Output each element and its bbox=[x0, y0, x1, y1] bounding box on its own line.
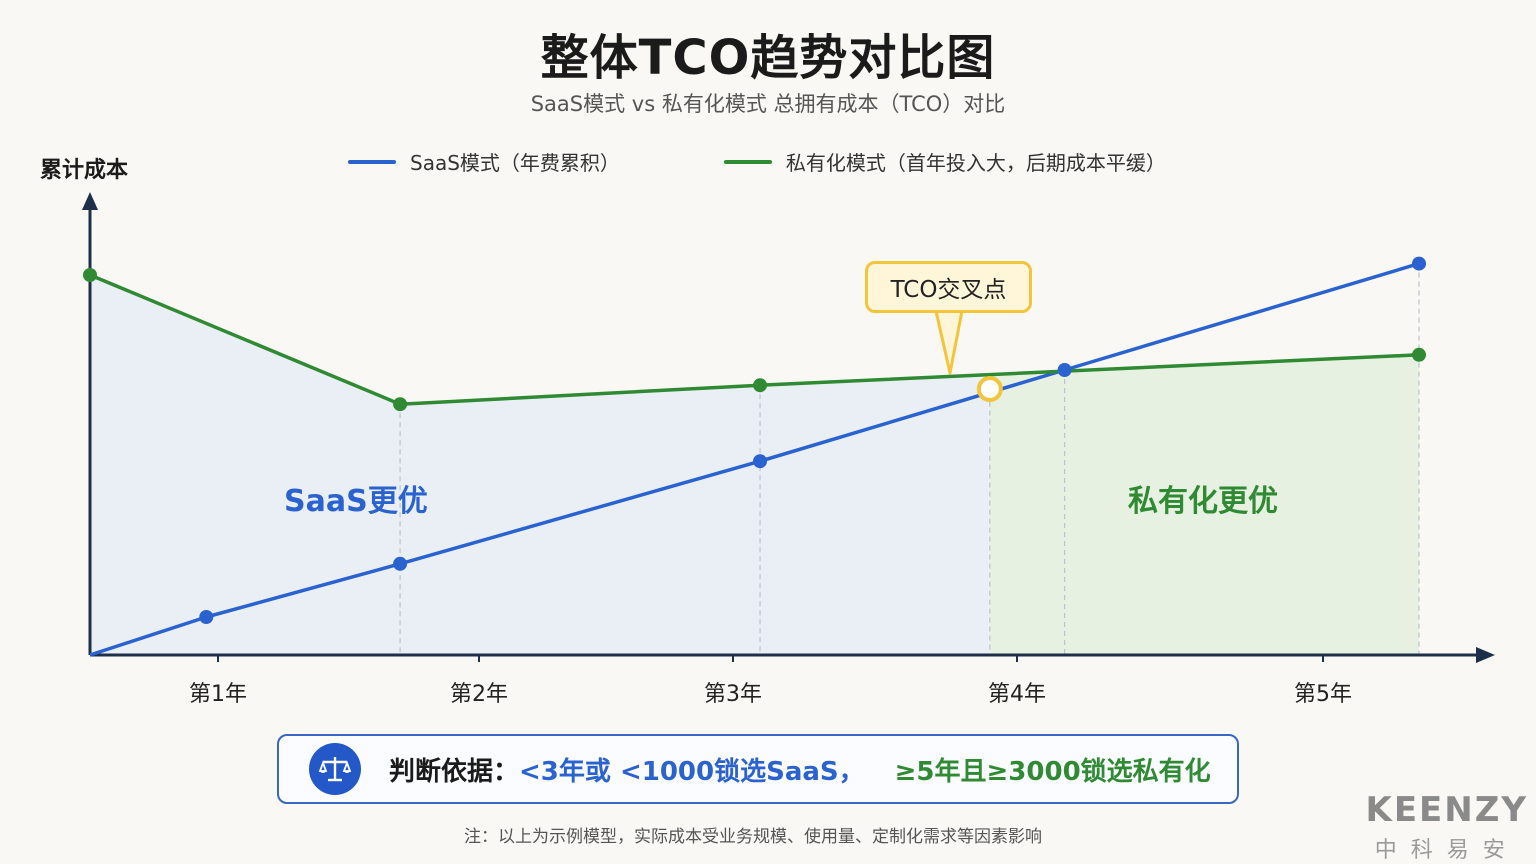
x-tick-label-2: 第2年 bbox=[450, 682, 508, 707]
x-axis-arrow bbox=[1476, 647, 1495, 663]
region-label-saas: SaaS更优 bbox=[284, 484, 428, 519]
rule-saas: <3年或 <1000锁选SaaS， bbox=[519, 756, 865, 787]
brand-cn: 中科易安 bbox=[1374, 838, 1519, 863]
chart-title: 整体TCO趋势对比图 bbox=[540, 30, 996, 86]
series-0-point-1 bbox=[199, 610, 214, 624]
callout-pointer bbox=[934, 309, 964, 375]
y-axis-arrow bbox=[82, 192, 98, 210]
series-1-point-2 bbox=[753, 378, 768, 393]
series-0-point-4 bbox=[1057, 363, 1072, 377]
series-lines bbox=[89, 261, 1420, 657]
fill-private-region bbox=[989, 354, 1419, 655]
series-0-point-2 bbox=[393, 556, 408, 571]
legend-swatch-private bbox=[723, 159, 772, 164]
series-1-point-0 bbox=[83, 268, 97, 282]
legend: SaaS模式（年费累积） 私有化模式（首年投入大，后期成本平缓） bbox=[348, 147, 1166, 176]
crossover-callout: TCO交叉点 bbox=[865, 261, 1032, 313]
legend-label-saas: SaaS模式（年费累积） bbox=[410, 151, 620, 175]
footnote: 注：以上为示例模型，实际成本受业务规模、使用量、定制化需求等因素影响 bbox=[464, 827, 1042, 847]
region-label-private: 私有化更优 bbox=[1128, 484, 1278, 519]
rule-private: ≥5年且≥3000锁选私有化 bbox=[894, 756, 1211, 787]
series-1-point-1 bbox=[393, 397, 408, 412]
legend-label-private: 私有化模式（首年投入大，后期成本平缓） bbox=[785, 151, 1166, 175]
brand-en: KEENZY bbox=[1365, 790, 1528, 830]
series-0-point-3 bbox=[753, 454, 768, 469]
scale-balance-icon bbox=[309, 743, 361, 795]
x-tick-label-3: 第3年 bbox=[704, 682, 762, 707]
series-line-1 bbox=[89, 273, 1420, 406]
legend-item-saas: SaaS模式（年费累积） bbox=[348, 147, 620, 176]
brand-logo: KEENZY 中科易安 bbox=[1365, 790, 1528, 864]
series-1-point-3 bbox=[1412, 347, 1426, 362]
crossover-point bbox=[976, 376, 1003, 402]
decision-rule-box: 判断依据： <3年或 <1000锁选SaaS， ≥5年且≥3000锁选私有化 bbox=[277, 734, 1239, 804]
x-tick-label-5: 第5年 bbox=[1294, 682, 1352, 707]
guide-lines bbox=[399, 263, 1420, 655]
x-tick-label-1: 第1年 bbox=[189, 682, 247, 707]
series-points bbox=[83, 256, 1426, 624]
series-line-0 bbox=[89, 261, 1420, 657]
rule-prefix: 判断依据： bbox=[389, 756, 520, 787]
chart-subtitle: SaaS模式 vs 私有化模式 总拥有成本（TCO）对比 bbox=[530, 92, 1006, 116]
y-axis-label: 累计成本 bbox=[40, 158, 129, 183]
legend-item-private: 私有化模式（首年投入大，后期成本平缓） bbox=[723, 147, 1166, 176]
legend-swatch-saas bbox=[348, 159, 396, 164]
x-tick-label-4: 第4年 bbox=[988, 682, 1046, 707]
series-0-point-5 bbox=[1412, 256, 1426, 271]
